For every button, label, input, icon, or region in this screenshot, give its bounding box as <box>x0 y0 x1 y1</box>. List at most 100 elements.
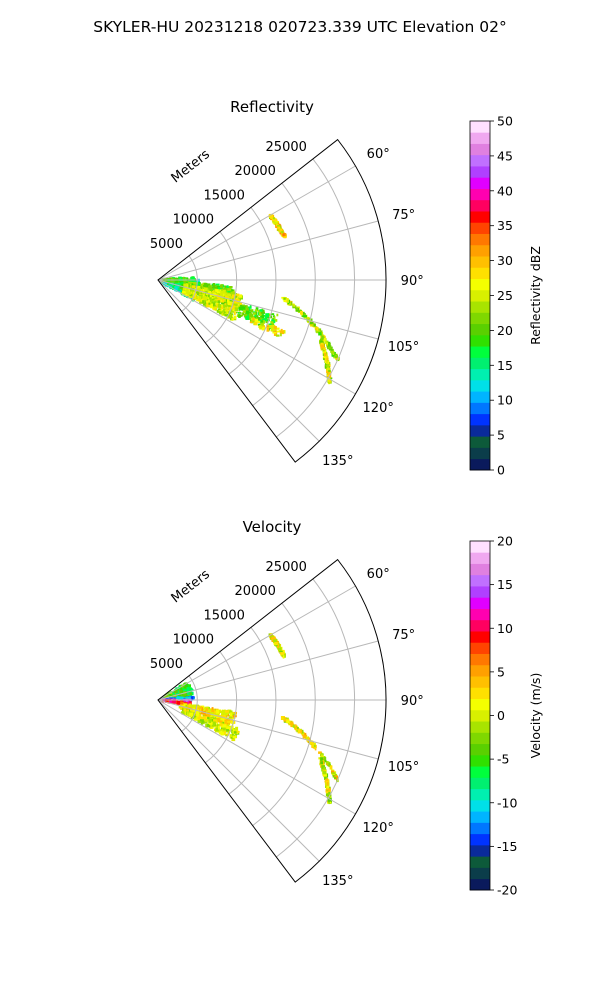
velocity-colorbar-swatch <box>470 754 490 767</box>
velocity-colorbar-tick-label: 0 <box>497 708 505 723</box>
velocity-cell <box>224 721 227 724</box>
velocity-cell <box>321 765 324 769</box>
velocity-cell <box>165 699 168 703</box>
velocity-cell <box>304 732 307 737</box>
velocity-cell <box>211 724 215 727</box>
reflectivity-cell <box>320 337 323 341</box>
reflectivity-cell <box>207 294 210 298</box>
reflectivity-cell <box>316 329 321 334</box>
reflectivity-cell <box>328 371 332 375</box>
reflectivity-range-ring <box>275 158 356 438</box>
reflectivity-cell <box>196 287 199 292</box>
velocity-cell <box>288 721 292 725</box>
reflectivity-cell <box>270 327 275 332</box>
velocity-cell <box>318 751 322 754</box>
reflectivity-cell <box>268 325 273 328</box>
reflectivity-cell <box>296 307 298 310</box>
velocity-cell <box>323 757 327 761</box>
velocity-cell <box>186 701 189 705</box>
reflectivity-cell <box>233 311 236 315</box>
velocity-colorbar-swatch <box>470 743 490 756</box>
reflectivity-cell <box>271 324 276 330</box>
reflectivity-azimuth-tick-label: 135° <box>322 454 353 469</box>
velocity-cell <box>323 767 325 771</box>
reflectivity-cell <box>241 306 246 311</box>
reflectivity-radial-tick-label: 15000 <box>204 188 245 203</box>
velocity-colorbar-swatch <box>470 844 490 857</box>
velocity-cell <box>297 729 301 734</box>
reflectivity-cell <box>235 298 240 302</box>
reflectivity-cell <box>181 292 186 296</box>
velocity-colorbar-swatch <box>470 563 490 576</box>
reflectivity-colorbar-tick-label: 20 <box>497 323 513 338</box>
velocity-cell <box>206 712 210 716</box>
reflectivity-cell <box>202 303 206 306</box>
reflectivity-cell <box>326 377 331 381</box>
reflectivity-cell <box>282 233 285 237</box>
velocity-cell <box>188 703 192 708</box>
velocity-cell <box>292 724 295 728</box>
reflectivity-cell <box>197 295 200 300</box>
velocity-colorbar-swatch <box>470 586 490 598</box>
velocity-cell <box>193 718 198 721</box>
reflectivity-cell <box>232 308 235 312</box>
reflectivity-cell <box>224 292 227 296</box>
reflectivity-cell <box>326 365 329 368</box>
reflectivity-colorbar-swatch <box>470 244 490 257</box>
velocity-colorbar-swatch <box>470 653 490 666</box>
velocity-cell <box>222 724 227 728</box>
reflectivity-azimuth-tick-label: 60° <box>367 147 390 162</box>
reflectivity-colorbar-tick-label: 10 <box>497 393 513 408</box>
velocity-azimuth-spoke <box>157 699 356 815</box>
reflectivity-cell <box>313 323 316 327</box>
reflectivity-cell <box>221 299 225 303</box>
figure-title: SKYLER-HU 20231218 020723.339 UTC Elevat… <box>93 18 507 36</box>
reflectivity-cell <box>211 291 216 295</box>
reflectivity-cell <box>261 327 266 331</box>
velocity-cell <box>209 726 212 729</box>
velocity-cell <box>185 709 189 714</box>
velocity-azimuth-tick-label: 105° <box>388 760 419 775</box>
velocity-cell <box>210 714 215 717</box>
reflectivity-cell <box>260 321 263 324</box>
reflectivity-cell <box>202 296 205 298</box>
velocity-radial-tick-label: 20000 <box>235 584 276 599</box>
reflectivity-cell <box>290 301 293 306</box>
reflectivity-cell <box>282 330 286 334</box>
reflectivity-cell <box>257 317 261 321</box>
velocity-cell <box>211 707 214 711</box>
velocity-cell <box>284 717 287 720</box>
velocity-cell <box>229 718 233 723</box>
velocity-cell <box>172 691 175 695</box>
velocity-cell <box>326 785 330 789</box>
velocity-colorbar-tick-label: 15 <box>497 577 513 592</box>
reflectivity-cell <box>243 313 248 317</box>
velocity-cell <box>215 727 219 732</box>
reflectivity-cell <box>265 319 268 324</box>
reflectivity-sector-frame <box>157 138 387 463</box>
velocity-colorbar-swatch <box>470 642 490 654</box>
velocity-cell <box>189 692 192 695</box>
velocity-cell <box>283 718 287 722</box>
reflectivity-cell <box>220 304 224 309</box>
velocity-cell <box>201 707 204 712</box>
reflectivity-cell <box>200 283 203 287</box>
reflectivity-cell <box>230 288 233 292</box>
velocity-colorbar-swatch <box>470 856 490 868</box>
reflectivity-radial-tick-label: 25000 <box>266 140 307 155</box>
reflectivity-cell <box>227 293 230 297</box>
reflectivity-cell <box>270 313 275 316</box>
velocity-cell <box>196 705 199 710</box>
velocity-cell <box>194 709 199 714</box>
reflectivity-cell <box>216 291 220 294</box>
reflectivity-cell <box>227 301 232 306</box>
velocity-cell <box>273 638 277 643</box>
reflectivity-cell <box>219 293 223 297</box>
reflectivity-cell <box>217 300 221 304</box>
velocity-cell <box>220 718 225 722</box>
reflectivity-cell <box>283 297 286 300</box>
reflectivity-cell <box>227 305 230 310</box>
reflectivity-azimuth-spoke <box>157 279 379 340</box>
velocity-cell <box>169 700 173 703</box>
reflectivity-cell <box>245 310 250 315</box>
